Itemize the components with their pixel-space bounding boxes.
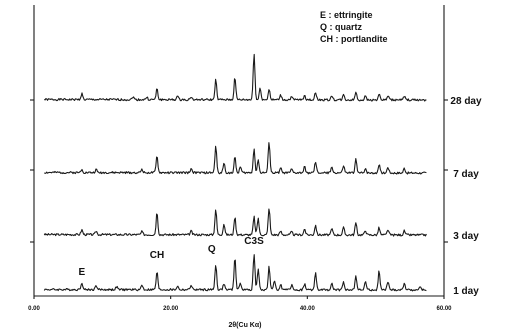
x-ticks: 0.00 20.00 40.00 60.00 <box>28 296 452 312</box>
legend-entry: E : ettringite <box>320 10 373 20</box>
x-tick-label: 0.00 <box>28 306 40 312</box>
x-tick-label: 40.00 <box>300 306 316 312</box>
peak-label: CH <box>150 250 164 261</box>
x-axis-label: 2θ(Cu Kα) <box>229 322 262 329</box>
peak-label: C3S <box>244 236 264 247</box>
series-label: 28 day <box>450 96 482 107</box>
x-tick-label: 20.00 <box>163 306 179 312</box>
legend-entry: CH : portlandite <box>320 34 388 44</box>
peak-label: Q <box>208 244 216 255</box>
plot-frame <box>30 5 448 297</box>
peak-annotations: E CH Q C3S <box>78 236 264 278</box>
series-label: 7 day <box>453 169 479 180</box>
x-tick-label: 60.00 <box>436 306 452 312</box>
trace-1 <box>44 142 427 175</box>
trace-2 <box>43 208 427 237</box>
series-label: 3 day <box>453 231 479 242</box>
series-label: 1 day <box>453 286 479 297</box>
trace-3 <box>43 254 427 292</box>
peak-label: E <box>78 267 85 278</box>
trace-0 <box>44 53 427 102</box>
legend: E : ettringite Q : quartz CH : portlandite <box>320 10 388 44</box>
traces: 28 day 7 day 3 day 1 day <box>43 53 482 297</box>
legend-entry: Q : quartz <box>320 22 362 32</box>
